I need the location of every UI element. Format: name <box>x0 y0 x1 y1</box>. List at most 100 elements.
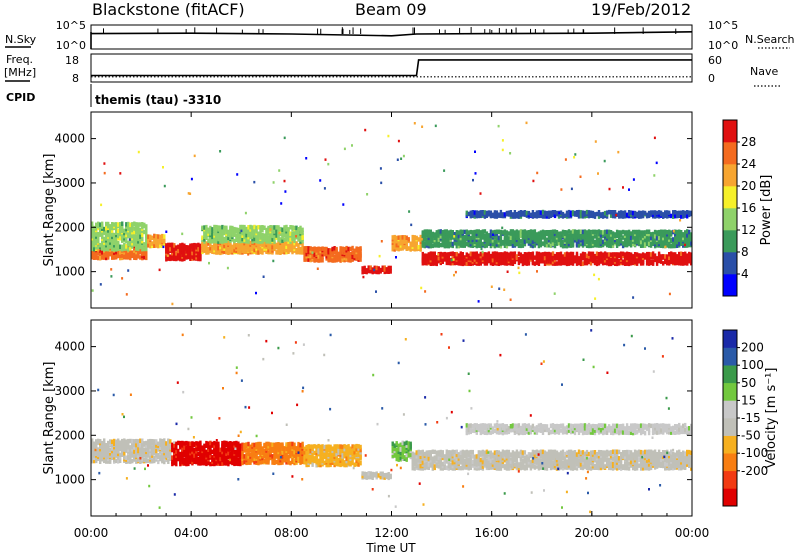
range-cell <box>409 452 412 458</box>
sparse-echo <box>362 275 365 279</box>
range-cell <box>109 235 112 240</box>
range-cell <box>489 243 493 249</box>
range-cell <box>283 241 286 246</box>
range-cell <box>461 229 464 235</box>
range-cell <box>259 239 262 244</box>
range-cell <box>171 447 174 453</box>
range-cell <box>145 224 148 229</box>
range-cell <box>311 444 314 449</box>
range-cell <box>151 241 154 246</box>
range-cell <box>664 213 667 219</box>
range-cell <box>243 454 246 459</box>
range-cell <box>213 449 216 454</box>
range-cell <box>473 229 476 235</box>
range-cell <box>439 449 442 455</box>
range-cell <box>395 242 398 248</box>
range-cell <box>575 251 579 257</box>
range-cell <box>317 443 320 449</box>
range-cell <box>101 230 104 236</box>
range-cell <box>489 241 493 246</box>
range-cell <box>319 460 322 466</box>
range-cell <box>627 229 631 235</box>
range-cell <box>133 248 136 253</box>
range-cell <box>253 224 256 230</box>
sparse-echo <box>255 291 257 295</box>
range-cell <box>621 243 625 249</box>
range-cell <box>335 246 338 252</box>
range-cell <box>427 256 430 261</box>
range-cell <box>525 230 529 235</box>
range-cell <box>545 243 549 248</box>
range-cell <box>101 221 104 227</box>
range-cell <box>419 247 422 252</box>
range-cell <box>481 241 485 247</box>
range-cell <box>662 229 665 235</box>
range-cell <box>491 251 495 257</box>
range-cell <box>101 447 104 452</box>
range-cell <box>688 242 691 248</box>
nave-scale-low: 0 <box>708 72 715 85</box>
range-cell <box>443 229 446 234</box>
range-cell <box>317 250 320 256</box>
range-cell <box>173 250 176 256</box>
sparse-echo <box>553 292 556 295</box>
range-cell <box>509 212 513 217</box>
range-cell <box>355 452 358 458</box>
range-cell <box>201 451 204 457</box>
range-cell <box>393 234 396 240</box>
range-cell <box>313 450 316 456</box>
range-cell <box>666 212 669 217</box>
range-cell <box>672 237 675 242</box>
range-cell <box>141 239 144 244</box>
range-cell <box>281 460 284 465</box>
range-cell <box>445 239 448 245</box>
range-cell <box>519 243 523 249</box>
range-cell <box>211 441 214 447</box>
range-cell <box>223 236 226 242</box>
range-cell <box>105 228 108 234</box>
range-cell <box>173 459 176 464</box>
beam-title: Beam 09 <box>355 0 427 19</box>
range-cell <box>383 265 386 270</box>
range-cell <box>417 458 420 463</box>
range-cell <box>553 243 557 249</box>
range-cell <box>690 236 693 241</box>
range-cell <box>309 253 312 259</box>
range-cell <box>327 444 330 449</box>
range-cell <box>583 241 587 247</box>
range-cell <box>107 440 110 446</box>
range-cell <box>283 231 286 236</box>
range-cell <box>427 259 430 265</box>
range-cell <box>686 233 689 238</box>
range-cell <box>391 453 394 458</box>
range-cell <box>369 269 372 274</box>
range-cell <box>233 226 236 232</box>
range-cell <box>321 456 324 461</box>
range-cell <box>682 212 685 217</box>
range-cell <box>631 254 635 259</box>
range-cell <box>461 235 464 240</box>
range-cell <box>233 441 236 446</box>
range-cell <box>467 230 470 235</box>
sparse-echo <box>236 173 239 176</box>
range-cell <box>257 448 260 453</box>
range-cell <box>483 243 487 249</box>
range-cell <box>347 452 350 457</box>
range-cell <box>531 251 535 256</box>
range-cell <box>203 443 206 449</box>
range-cell <box>361 473 364 479</box>
range-cell <box>445 257 448 263</box>
range-cell <box>267 225 270 231</box>
range-cell <box>145 253 148 258</box>
range-cell <box>229 441 232 446</box>
range-cell <box>411 234 414 240</box>
range-cell <box>147 439 150 444</box>
range-cell <box>405 440 408 446</box>
range-cell <box>585 260 589 266</box>
range-cell <box>343 250 346 255</box>
range-cell <box>283 452 286 457</box>
range-cell <box>145 236 148 241</box>
range-cell <box>229 459 232 465</box>
range-cell <box>473 233 476 239</box>
range-cell <box>197 247 200 252</box>
